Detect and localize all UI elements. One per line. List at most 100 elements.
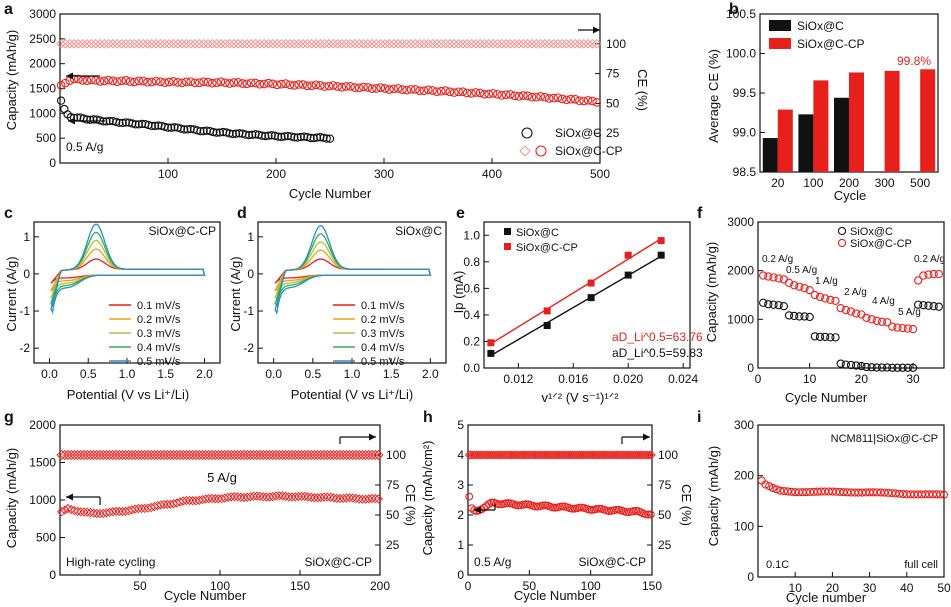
panel-d-x-tick-label: 0.0 <box>265 367 282 381</box>
panel-g-capacity-point <box>373 494 384 504</box>
panel-a-siox-c-point <box>134 120 143 129</box>
panel-a-siox-c-point <box>261 131 270 141</box>
panel-g-ce-point <box>85 449 96 461</box>
panel-a-siox-c-cp-point <box>259 79 269 89</box>
panel-a-siox-c-cp-point <box>359 82 368 92</box>
panel-a-ce-point <box>384 38 395 49</box>
panel-g-capacity-point <box>56 507 67 517</box>
panel-f-point-siox-c-cp <box>867 315 876 324</box>
panel-a-siox-c-point <box>303 132 312 142</box>
panel-g-ce-point <box>322 449 333 461</box>
panel-a-siox-c-cp-point <box>74 74 83 84</box>
panel-d-label: d <box>237 205 247 222</box>
panel-g-capacity-point <box>303 492 313 502</box>
panel-g-capacity-point <box>226 492 236 502</box>
panel-a-y2-tick-label: 75 <box>606 67 620 81</box>
panel-h-label: h <box>423 409 433 426</box>
panel-b-tick-label: 100 <box>803 176 823 190</box>
panel-e-frame <box>483 221 691 369</box>
panel-f-point-siox-c-cp <box>805 285 814 295</box>
panel-g-ce-point <box>123 449 134 461</box>
panel-f-point-siox-c <box>924 301 933 310</box>
panel-f-point-siox-c-cp <box>852 309 861 318</box>
panel-f-point-siox-c-cp <box>784 278 794 287</box>
panel-a-siox-c-point <box>274 132 283 141</box>
panel-f-point-siox-c <box>883 363 892 372</box>
panel-e-xlabel: v¹ᐟ² (V s⁻¹)¹ᐟ² <box>541 390 619 405</box>
panel-c-y-tick-label: 1 <box>23 230 30 244</box>
panel-h-xlabel: Cycle Number <box>514 588 597 603</box>
panel-g-ce-point <box>184 449 195 461</box>
panel-a-siox-c-cp-point <box>285 80 295 90</box>
panel-g-x-tick-label: 50 <box>133 579 147 593</box>
panel-d-x-tick-label: 1.5 <box>383 367 400 381</box>
panel-a-ce-point <box>427 38 438 49</box>
panel-a-siox-c-point <box>199 126 208 136</box>
panel-h-ce-point <box>646 450 656 460</box>
panel-f-point-siox-c-cp <box>769 273 778 282</box>
panel-g-x-tick-label: 100 <box>210 579 230 593</box>
panel-h-y-tick-label: 1 <box>457 538 464 552</box>
panel-a-siox-c-point <box>293 133 302 142</box>
panel-a-siox-c-point <box>312 133 322 142</box>
panel-f-point-siox-c <box>821 332 830 342</box>
panel-g-capacity-point <box>328 493 339 503</box>
panel-a-ce-point <box>159 38 170 49</box>
panel-g-y2-tick-label: 25 <box>386 538 400 552</box>
panel-c-y-tick-label: 0 <box>23 267 30 281</box>
panel-g-ce-point <box>62 449 74 461</box>
panel-g-ce-point <box>98 449 109 461</box>
panel-g-capacity-point <box>63 503 73 514</box>
panel-a-siox-c-cp-point <box>544 94 554 103</box>
panel-a-siox-c-cp-point <box>82 76 92 86</box>
panel-g-ce-point <box>203 449 214 461</box>
panel-g-ce-point <box>194 449 205 461</box>
panel-g-capacity-point <box>133 504 144 514</box>
panel-a-siox-c-cp-point <box>186 77 196 87</box>
panel-f-point-siox-c-cp <box>919 271 928 280</box>
panel-a-siox-c-cp-point <box>255 79 265 89</box>
panel-g-capacity-point <box>82 507 92 517</box>
panel-e-x-tick-label: 0.012 <box>503 372 533 386</box>
panel-a-ce-point <box>181 38 192 49</box>
panel-a-siox-c-cp-point <box>333 82 342 91</box>
panel-a-ce-point <box>328 38 339 49</box>
panel-g-ce-point <box>267 449 278 461</box>
panel-a-ce-point <box>246 38 256 49</box>
panel-h-capacity-point <box>487 498 496 507</box>
panel-a-ce-point <box>207 38 218 49</box>
panel-a-siox-c-cp-point <box>134 76 144 86</box>
panel-a-ce-point <box>121 38 131 49</box>
panel-g-ce-point <box>312 449 323 461</box>
panel-h-capacity-point <box>531 502 540 511</box>
panel-a-siox-c-point <box>244 130 254 140</box>
panel-a-ce-point <box>211 38 222 49</box>
panel-g-note-left: High-rate cycling <box>66 555 155 569</box>
panel-f-point-siox-c <box>919 301 928 310</box>
panel-g-capacity-point <box>207 493 217 504</box>
panel-g-capacity-point <box>277 491 288 501</box>
panel-a-siox-c-cp-point <box>380 84 390 93</box>
panel-e-ylabel: Ip (mA) <box>451 271 466 314</box>
panel-f-point-siox-c <box>800 312 809 321</box>
panel-a-ce-point <box>522 38 533 49</box>
panel-i-x-tick-label: 50 <box>937 581 951 595</box>
panel-e-point-siox-c <box>657 251 665 259</box>
panel-a-siox-c-cp-point <box>436 86 446 96</box>
panel-b-legend-label: SiOx@C-CP <box>797 37 865 51</box>
panel-g-ce-point <box>219 449 230 461</box>
panel-a-legend-label: SiOx@C <box>555 126 602 140</box>
panel-a-siox-c-point <box>241 130 250 139</box>
panel-i-y-tick-label: 0 <box>747 570 754 584</box>
panel-a-siox-c-cp-point <box>475 88 485 98</box>
panel-a-label: a <box>4 1 13 18</box>
panel-a-siox-c-cp-point <box>410 85 420 94</box>
panel-g-x-tick-label: 200 <box>370 579 390 593</box>
panel-a-siox-c-cp-point <box>454 87 463 97</box>
panel-g-ce-point <box>229 449 240 461</box>
panel-a-siox-c-cp-point <box>290 81 299 90</box>
panel-g-ce-point <box>299 449 310 461</box>
panel-f-legend-marker <box>837 226 847 236</box>
panel-g-ce-point <box>248 449 259 461</box>
panel-a-ce-point <box>267 38 278 49</box>
